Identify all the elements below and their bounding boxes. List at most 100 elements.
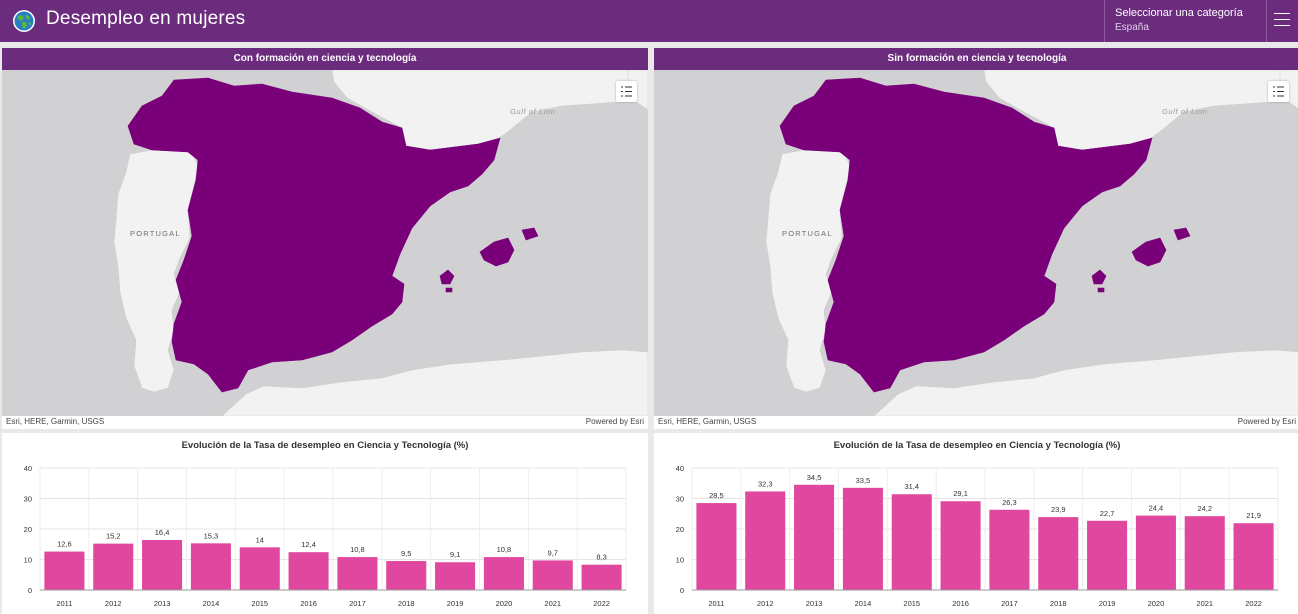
map-region-menorca[interactable] [521,227,539,241]
map-region-spain[interactable] [127,77,501,393]
bar[interactable] [1087,520,1128,590]
data-label: 34,5 [807,473,822,482]
y-tick-label: 40 [24,464,32,473]
bar[interactable] [190,543,231,590]
bar[interactable] [940,501,981,590]
bar[interactable] [891,494,932,590]
x-tick-label: 2012 [105,599,122,608]
legend-list-icon[interactable] [616,81,637,102]
map-canvas[interactable] [2,70,648,416]
chart-panel-con-formacion: Evolución de la Tasa de desempleo en Cie… [2,433,648,614]
app-header: Desempleo en mujeres Seleccionar una cat… [0,0,1298,42]
bar[interactable] [44,551,85,590]
y-tick-label: 10 [24,556,32,565]
header-divider [1266,0,1267,42]
data-label: 9,7 [548,548,558,557]
map-region-formentera[interactable] [445,287,453,293]
x-tick-label: 2013 [154,599,171,608]
map-region-mallorca[interactable] [1131,237,1167,267]
bar[interactable] [532,560,573,590]
globe-icon [13,10,35,32]
app-title: Desempleo en mujeres [46,8,246,29]
bar[interactable] [1233,523,1274,590]
bar[interactable] [386,561,427,590]
x-tick-label: 2011 [56,599,72,608]
y-tick-label: 30 [24,495,32,504]
x-tick-label: 2014 [203,599,220,608]
y-tick-label: 20 [676,525,684,534]
map-region-mallorca[interactable] [479,237,515,267]
data-label: 12,4 [301,540,316,549]
map-label-portugal: PORTUGAL [130,229,181,238]
data-label: 14 [256,535,264,544]
x-tick-label: 2015 [251,599,268,608]
map-canvas[interactable] [654,70,1298,416]
bar[interactable] [1135,515,1176,590]
bar[interactable] [142,539,183,590]
bar[interactable] [483,557,524,590]
legend-list-icon[interactable] [1268,81,1289,102]
data-label: 10,8 [350,545,365,554]
attribution-powered-by[interactable]: Powered by Esri [585,417,644,426]
bar[interactable] [1184,516,1225,590]
x-tick-label: 2019 [447,599,464,608]
bar[interactable] [745,491,786,590]
bar[interactable] [581,564,622,590]
map-region-spain[interactable] [779,77,1153,393]
x-tick-label: 2013 [806,599,823,608]
data-label: 8,3 [596,553,606,562]
attribution-powered-by[interactable]: Powered by Esri [1237,417,1296,426]
map-view[interactable]: PORTUGAL Gulf of Lion [2,70,648,416]
map-panel-sin-formacion: Sin formación en ciencia y tecnología PO… [654,48,1298,429]
x-tick-label: 2011 [708,599,724,608]
x-tick-label: 2012 [757,599,774,608]
x-tick-label: 2021 [1196,599,1213,608]
x-tick-label: 2018 [1050,599,1067,608]
map-view[interactable]: PORTUGAL Gulf of Lion [654,70,1298,416]
hamburger-menu-icon[interactable] [1274,13,1290,27]
map-region-formentera[interactable] [1097,287,1105,293]
data-label: 10,8 [497,545,512,554]
map-panel-con-formacion: Con formación en ciencia y tecnología PO… [2,48,648,429]
map-title: Sin formación en ciencia y tecnología [654,48,1298,70]
x-tick-label: 2020 [496,599,513,608]
x-tick-label: 2017 [349,599,366,608]
y-tick-label: 10 [676,556,684,565]
bar[interactable] [337,557,378,590]
x-tick-label: 2018 [398,599,415,608]
map-attribution: Esri, HERE, Garmin, USGS Powered by Esri [2,416,648,429]
x-tick-label: 2014 [855,599,872,608]
bar[interactable] [794,484,835,590]
header-divider [1104,0,1105,42]
map-region-menorca[interactable] [1173,227,1191,241]
y-tick-label: 0 [680,586,684,595]
bar[interactable] [989,509,1030,590]
x-tick-label: 2015 [903,599,920,608]
bar[interactable] [93,543,134,590]
bar[interactable] [435,562,476,590]
data-label: 22,7 [1100,509,1115,518]
data-label: 15,2 [106,532,121,541]
data-label: 9,1 [450,550,460,559]
category-value: España [1115,22,1149,33]
y-tick-label: 20 [24,525,32,534]
data-label: 33,5 [856,476,871,485]
x-tick-label: 2016 [300,599,317,608]
data-label: 16,4 [155,528,170,537]
bar-chart: 0 10 20 30 40 12,6 2011 15,2 2012 16,4 2013 15,3 201… [24,464,627,608]
data-label: 28,5 [709,491,724,500]
bar[interactable] [288,552,329,590]
map-region-ibiza[interactable] [439,269,455,285]
bar[interactable] [842,487,883,590]
x-tick-label: 2019 [1099,599,1116,608]
map-region-ibiza[interactable] [1091,269,1107,285]
category-selector[interactable]: Seleccionar una categoría España [1115,7,1243,33]
bar[interactable] [1038,517,1079,590]
bar[interactable] [239,547,280,590]
bar[interactable] [696,503,737,590]
category-label: Seleccionar una categoría [1115,7,1243,19]
y-tick-label: 30 [676,495,684,504]
map-label-portugal: PORTUGAL [782,229,833,238]
map-title: Con formación en ciencia y tecnología [2,48,648,70]
data-label: 24,4 [1149,504,1164,513]
